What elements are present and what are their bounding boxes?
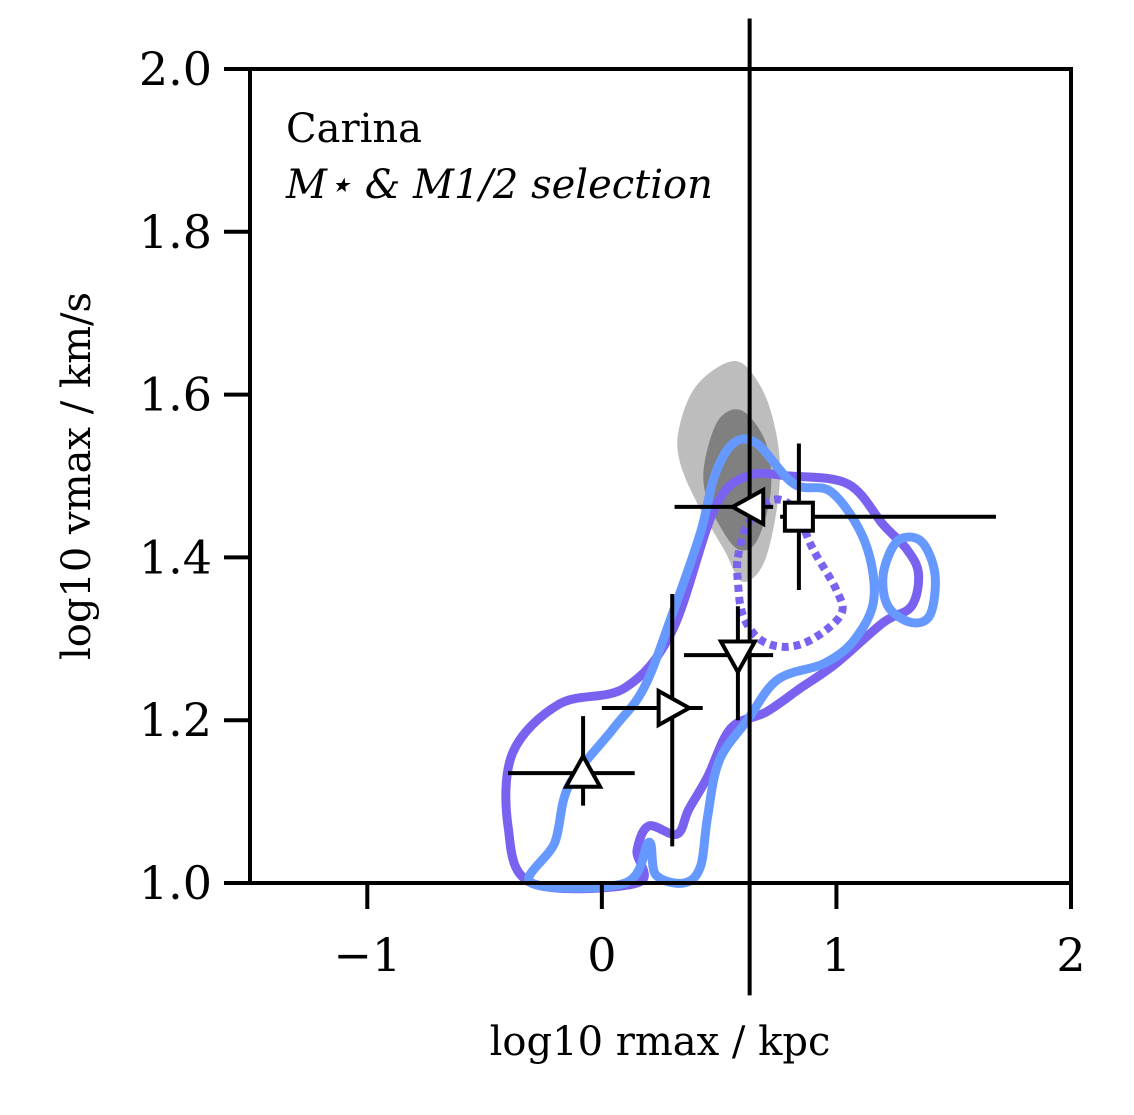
contour-purple-2	[501, 468, 924, 894]
x-tick-label: −1	[333, 928, 401, 982]
x-axis-label: log10 rmax / kpc	[490, 1019, 831, 1065]
annotation-carina: Carina	[286, 106, 422, 152]
y-tick-label: 1.4	[139, 530, 212, 584]
x-axis: −1 0 1 2	[333, 883, 1086, 982]
marker-triangle-down	[717, 639, 759, 677]
plot-frame	[248, 67, 1073, 885]
contour-blue-5	[878, 532, 940, 628]
x-tick-label: 1	[822, 928, 851, 982]
y-tick-label: 1.0	[139, 856, 212, 910]
annotation-selection: M⋆ & M1/2 selection	[285, 162, 713, 208]
marker-square	[782, 500, 815, 533]
marker-triangle-left	[728, 486, 766, 528]
x-tick-label: 0	[587, 928, 616, 982]
y-axis: 1.0 1.2 1.4 1.6 1.8 2.0	[139, 42, 250, 910]
x-tick-label: 2	[1056, 928, 1085, 982]
marker-triangle-right	[656, 687, 694, 729]
y-tick-label: 1.8	[139, 205, 212, 259]
y-tick-label: 2.0	[139, 42, 212, 96]
marker-triangle-up	[562, 751, 604, 789]
contour-layer	[501, 360, 940, 894]
y-axis-label: log10 vmax / km/s	[54, 292, 100, 660]
y-tick-label: 1.6	[139, 368, 212, 422]
marker-layer	[562, 486, 815, 789]
y-tick-label: 1.2	[139, 693, 212, 747]
contour-purple-3	[732, 495, 847, 651]
